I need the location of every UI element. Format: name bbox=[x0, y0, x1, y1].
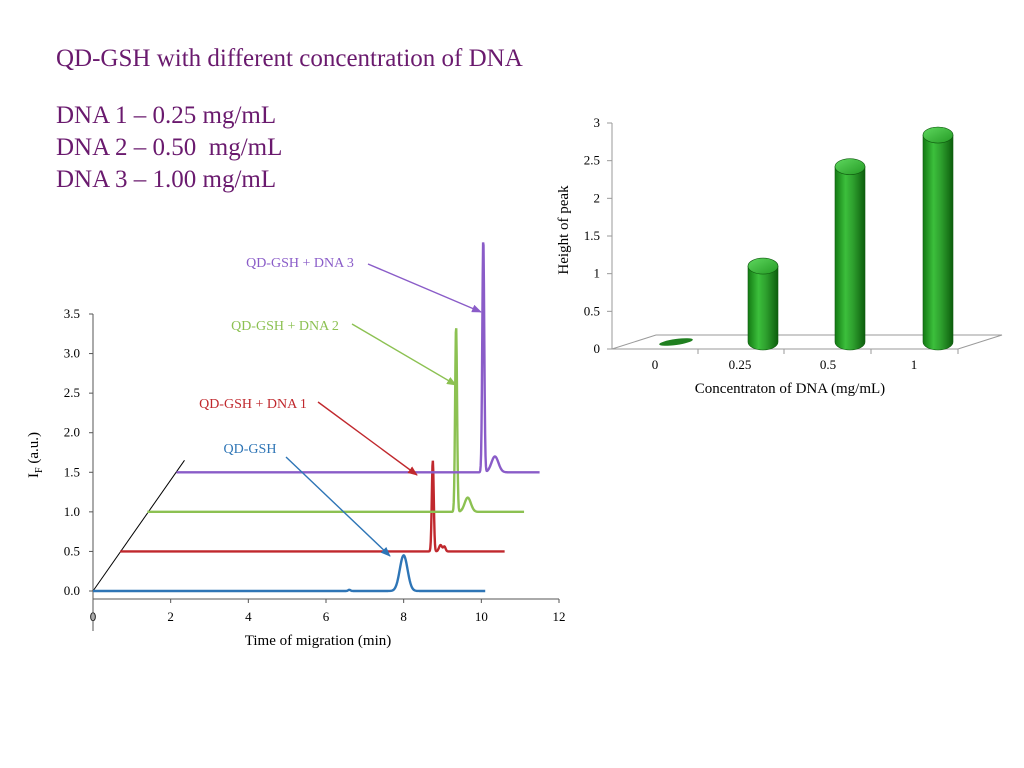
bar-y-axis-label: Height of peak bbox=[556, 185, 572, 275]
x-axis-label: Time of migration (min) bbox=[245, 633, 392, 649]
bar-2 bbox=[747, 257, 779, 351]
series-label-3: QD-GSH + DNA 2 bbox=[231, 319, 339, 334]
x-tick-label: 10 bbox=[475, 609, 488, 624]
dna-item-1: DNA 1 – 0.25 mg/mL bbox=[56, 102, 277, 129]
dna-item-2: DNA 2 – 0.50 mg/mL bbox=[56, 134, 283, 161]
bar-y-tick-label: 2.5 bbox=[584, 153, 600, 168]
y-tick-label: 2.0 bbox=[64, 425, 80, 440]
y-tick-label: 3.5 bbox=[64, 306, 80, 321]
bar-chart-axes: 0 0.5 1 1.5 2 2.5 3 0 0.25 0.5 1 bbox=[584, 115, 1003, 372]
bar-3 bbox=[834, 158, 866, 351]
bar-x-tick-label: 0 bbox=[652, 357, 659, 372]
line-chart-series bbox=[93, 242, 540, 593]
offset-axis-line bbox=[92, 459, 185, 592]
x-tick-label: 6 bbox=[323, 609, 330, 624]
y-tick-label: 2.5 bbox=[64, 385, 80, 400]
series-label-4: QD-GSH + DNA 3 bbox=[246, 256, 354, 271]
line-chart-annotations: QD-GSH QD-GSH + DNA 1 QD-GSH + DNA 2 QD-GSH… bbox=[199, 256, 482, 557]
y-tick-label: 0.0 bbox=[64, 583, 80, 598]
bar-4 bbox=[922, 126, 954, 351]
bar-1-disc bbox=[659, 338, 693, 346]
x-tick-label: 12 bbox=[553, 609, 566, 624]
series-line-2 bbox=[120, 460, 505, 553]
line-chart-axes: 0.0 0.5 1.0 1.5 2.0 2.5 3.0 3.5 0 2 4 6 8 10 12 bbox=[64, 306, 566, 631]
bar-chart-bars bbox=[659, 126, 954, 351]
x-tick-label: 0 bbox=[90, 609, 97, 624]
series-line-3 bbox=[147, 328, 525, 514]
bar-y-tick-label: 0.5 bbox=[584, 303, 600, 318]
bar-3-body bbox=[834, 166, 866, 351]
series-arrow-4 bbox=[367, 263, 482, 313]
y-tick-label: 1.0 bbox=[64, 504, 80, 519]
bar-4-body bbox=[922, 134, 954, 351]
series-arrow-2 bbox=[317, 401, 418, 476]
y-tick-label: 3.0 bbox=[64, 346, 80, 361]
series-label-1: QD-GSH bbox=[224, 442, 277, 457]
bar-2-body bbox=[747, 265, 779, 351]
x-tick-label: 2 bbox=[167, 609, 174, 624]
bar-1 bbox=[659, 338, 693, 346]
y-tick-label: 1.5 bbox=[64, 464, 80, 479]
bar-x-tick-label: 1 bbox=[911, 357, 918, 372]
y-tick-label: 0.5 bbox=[64, 543, 80, 558]
dna-item-3: DNA 3 – 1.00 mg/mL bbox=[56, 166, 277, 193]
bar-2-cap bbox=[747, 257, 779, 275]
x-tick-label: 4 bbox=[245, 609, 252, 624]
bar-y-tick-label: 3 bbox=[594, 115, 601, 130]
bar-y-tick-label: 0 bbox=[594, 341, 601, 356]
series-line-4 bbox=[176, 242, 540, 474]
bar-y-tick-label: 2 bbox=[594, 190, 601, 205]
bar-4-cap bbox=[922, 126, 954, 144]
bar-y-tick-label: 1.5 bbox=[584, 228, 600, 243]
dna-concentration-list: DNA 1 – 0.25 mg/mL DNA 2 – 0.50 mg/mL DN… bbox=[56, 100, 282, 196]
bar-3-cap bbox=[834, 158, 866, 175]
bar-x-tick-label: 0.5 bbox=[820, 357, 836, 372]
series-arrow-3 bbox=[351, 323, 457, 386]
series-line-1 bbox=[93, 554, 486, 593]
bar-x-tick-label: 0.25 bbox=[729, 357, 752, 372]
slide-title: QD-GSH with different concentration of D… bbox=[56, 45, 523, 72]
bar-y-tick-label: 1 bbox=[594, 266, 601, 281]
series-label-2: QD-GSH + DNA 1 bbox=[199, 397, 307, 412]
y-axis-label: IF (a.u.) bbox=[26, 432, 45, 478]
x-tick-label: 8 bbox=[400, 609, 407, 624]
series-arrow-1 bbox=[285, 456, 391, 557]
bar-x-axis-label: Concentraton of DNA (mg/mL) bbox=[695, 381, 885, 397]
